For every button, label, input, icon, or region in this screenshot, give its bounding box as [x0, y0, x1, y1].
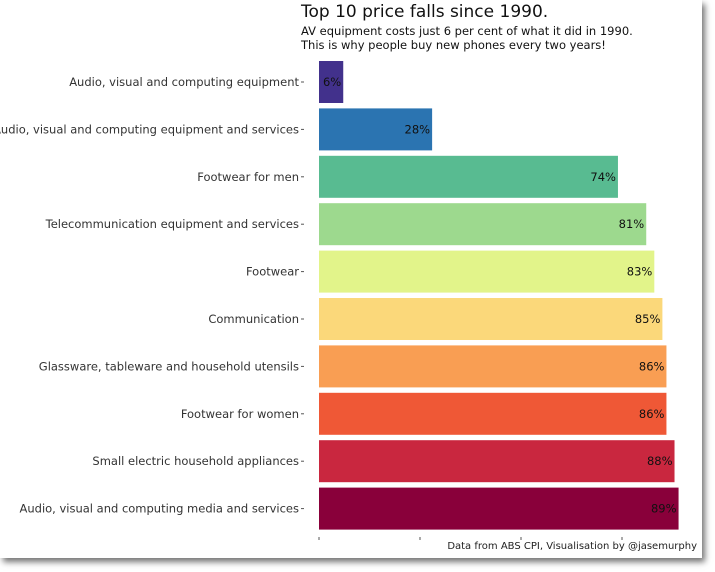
category-label: Glassware, tableware and household utens… [39, 359, 299, 373]
chart-title: Top 10 price falls since 1990. [301, 2, 549, 22]
category-label: Footwear for men [197, 170, 299, 184]
category-label: Small electric household appliances [92, 454, 299, 468]
chart-caption: Data from ABS CPI, Visualisation by @jas… [447, 541, 697, 552]
category-label: Footwear for women [181, 407, 299, 421]
chart-subtitle-line-2: This is why people buy new phones every … [301, 38, 606, 52]
bar [319, 487, 679, 530]
chart-subtitle-line-1: AV equipment costs just 6 per cent of wh… [301, 24, 633, 38]
category-label: Audio, visual and computing equipment an… [0, 122, 299, 136]
data-label: 86% [639, 359, 665, 373]
data-label: 85% [635, 312, 661, 326]
bar [319, 61, 344, 103]
data-label: 81% [619, 217, 645, 231]
category-label: Footwear [246, 265, 299, 279]
category-label: Audio, visual and computing equipment [69, 75, 299, 89]
data-label: 89% [651, 502, 677, 516]
bar [319, 250, 655, 293]
bar [319, 108, 433, 151]
data-label: 83% [627, 265, 653, 279]
bar [319, 298, 663, 340]
category-label: Audio, visual and computing media and se… [19, 502, 299, 516]
data-label: 86% [639, 407, 665, 421]
bar [319, 392, 667, 435]
data-label: 6% [323, 75, 341, 89]
data-label: 28% [405, 122, 431, 136]
data-label: 88% [647, 454, 673, 468]
bar [319, 345, 667, 388]
bar [319, 155, 618, 198]
category-label: Communication [208, 312, 299, 326]
bar [319, 203, 647, 246]
data-label: 74% [590, 170, 616, 184]
bar [319, 440, 675, 483]
category-label: Telecommunication equipment and services [45, 217, 299, 231]
